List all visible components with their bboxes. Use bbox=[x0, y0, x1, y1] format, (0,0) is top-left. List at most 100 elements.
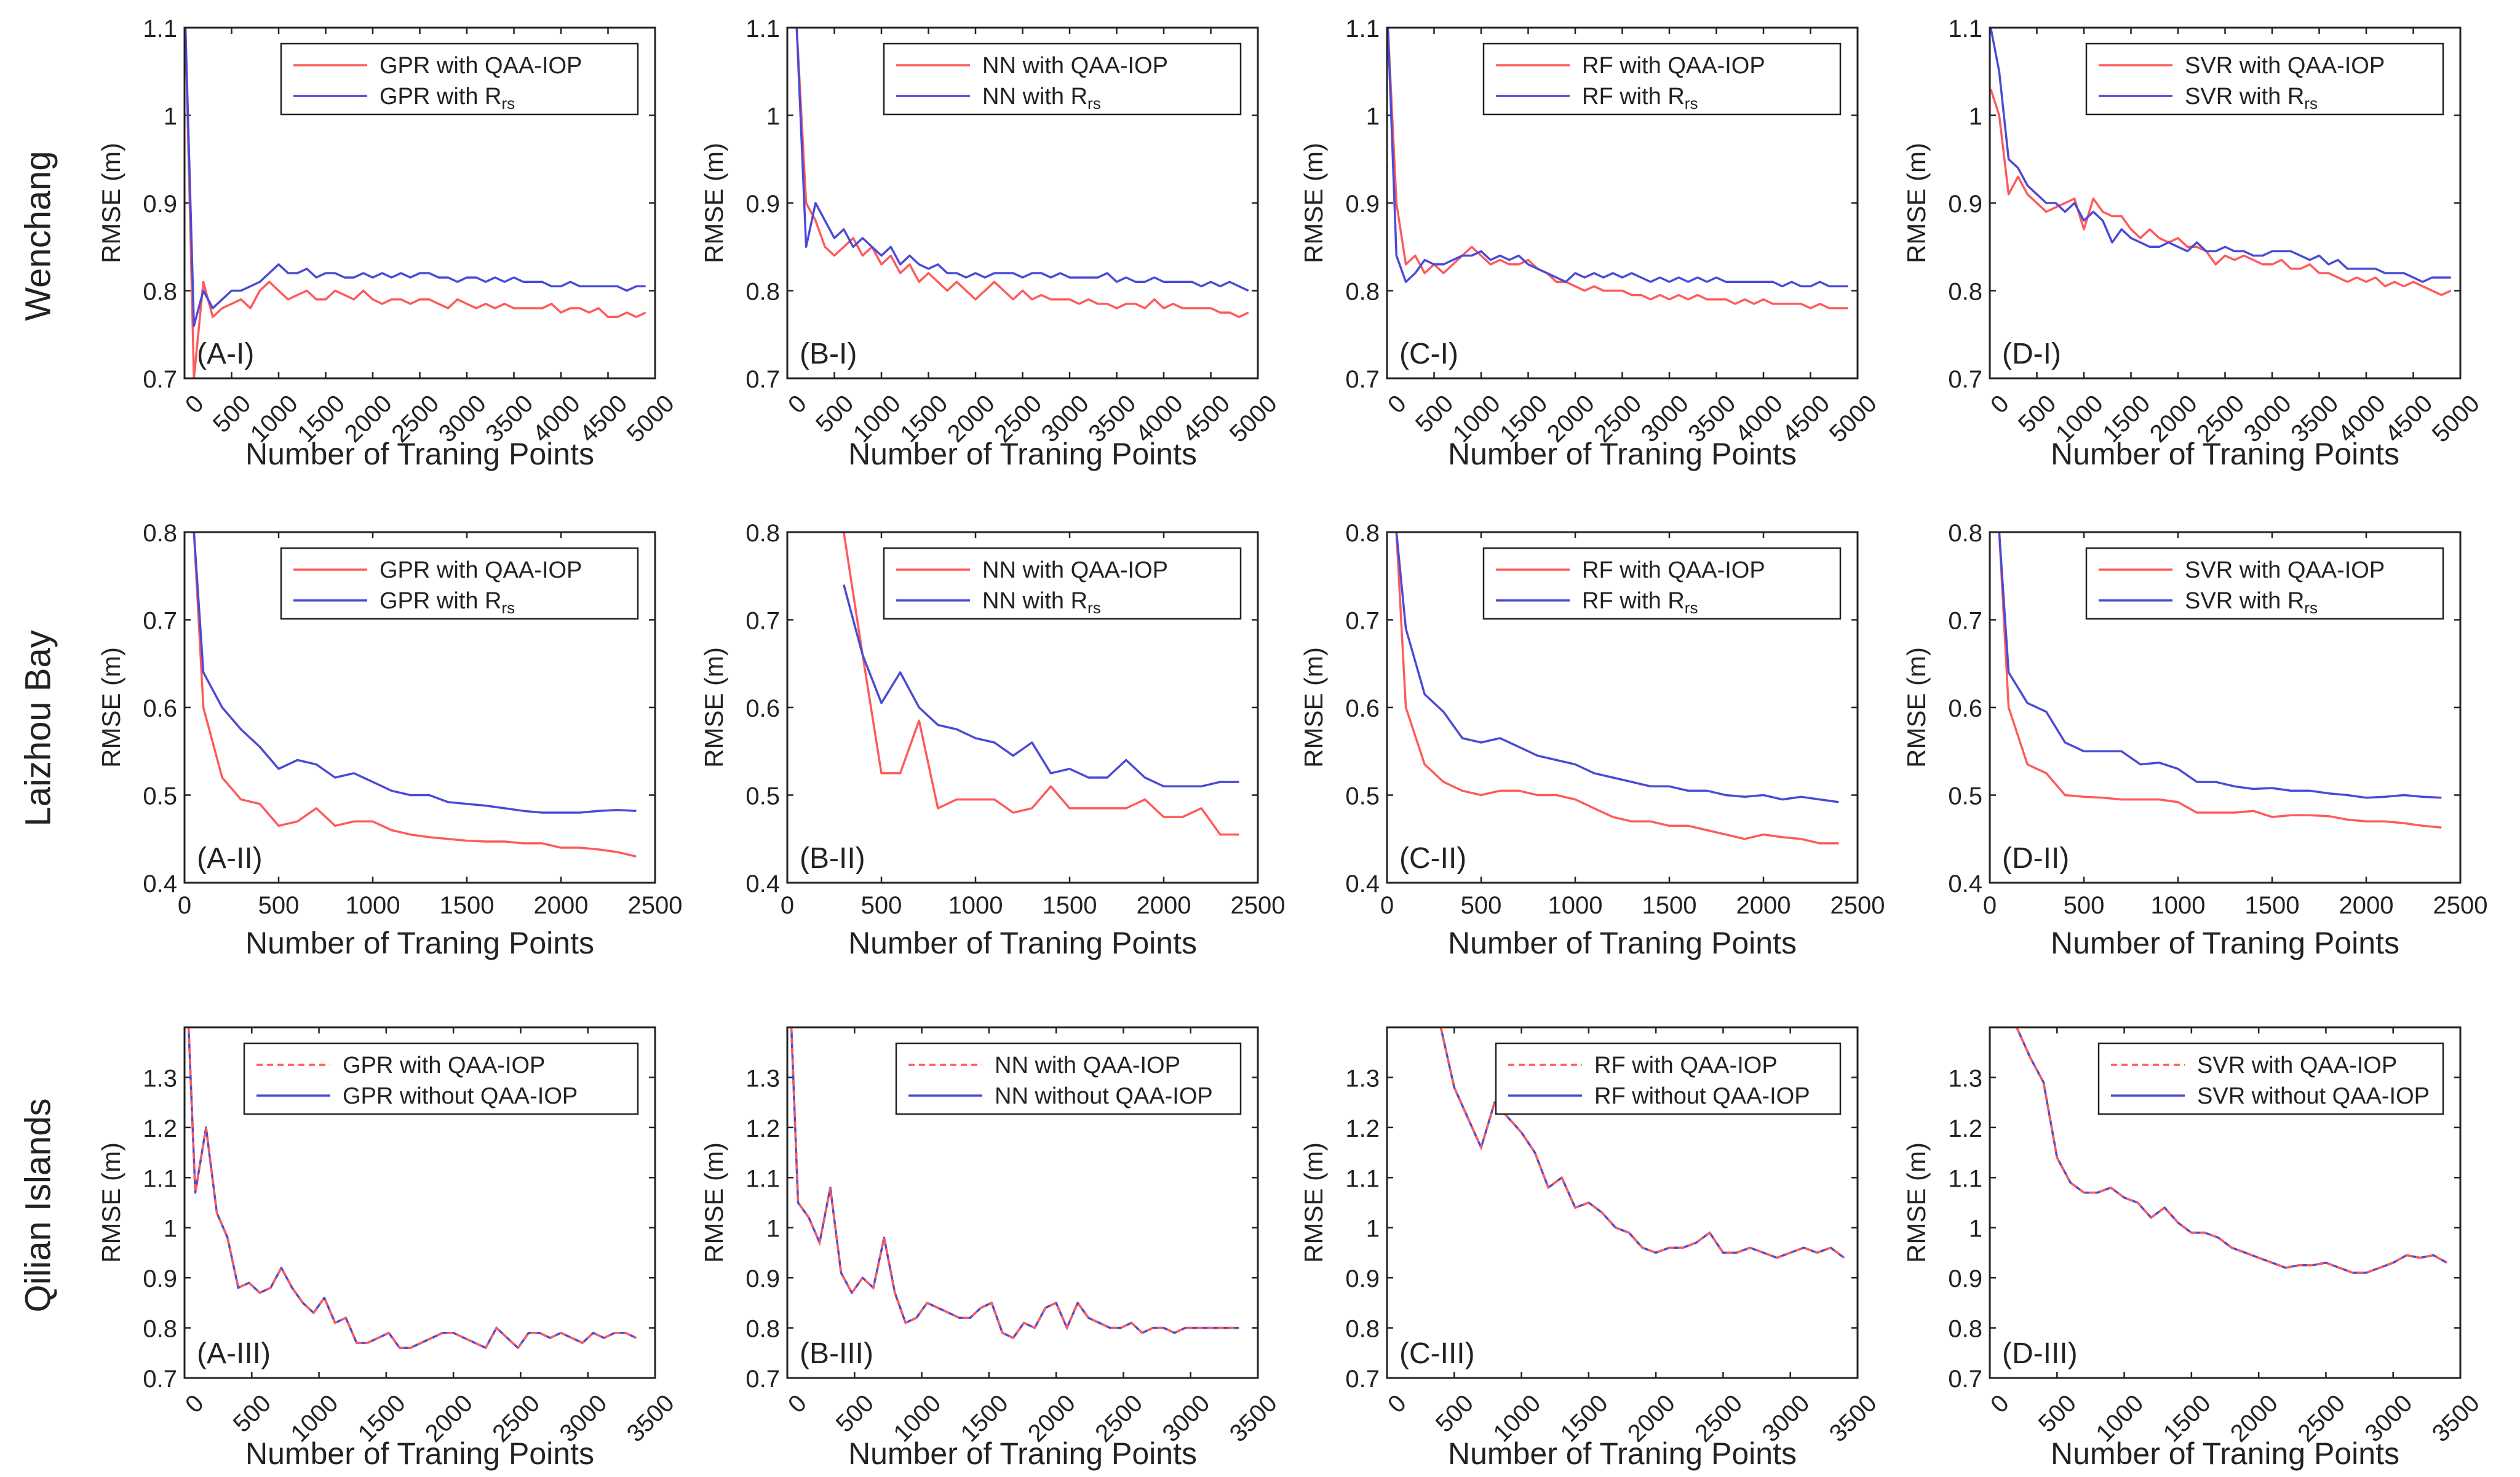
y-tick-label: 1.2 bbox=[1948, 1115, 1982, 1142]
x-tick-label: 2500 bbox=[1830, 892, 1885, 919]
legend-subscript: rs bbox=[1685, 599, 1698, 617]
legend-label-2: NN with Rrs bbox=[982, 84, 1101, 113]
y-tick-label: 0.5 bbox=[1948, 783, 1982, 810]
x-axis-label: Number of Traning Points bbox=[2051, 926, 2399, 960]
y-axis-label: RMSE (m) bbox=[97, 1142, 125, 1263]
y-tick-label: 0.8 bbox=[143, 520, 177, 547]
y-tick-label: 0.7 bbox=[1345, 608, 1380, 635]
series-group bbox=[795, 28, 1249, 319]
y-tick-label: 0.7 bbox=[1948, 608, 1982, 635]
x-tick-label: 500 bbox=[228, 1390, 276, 1438]
legend-label-2: SVR with Rrs bbox=[2185, 588, 2318, 617]
series-line-qaa-iop bbox=[843, 532, 1239, 836]
y-tick-label: 1.1 bbox=[143, 15, 177, 42]
y-tick-label: 1.1 bbox=[1948, 15, 1982, 42]
series-group bbox=[1387, 28, 1848, 309]
y-tick-label: 1 bbox=[1969, 103, 1982, 130]
y-tick-label: 0.9 bbox=[1948, 191, 1982, 218]
x-tick-label: 2500 bbox=[628, 892, 683, 919]
y-tick-label: 0.9 bbox=[143, 1265, 177, 1292]
y-tick-label: 0.8 bbox=[745, 279, 780, 306]
legend-label-2: GPR with Rrs bbox=[380, 84, 515, 113]
x-axis-label: Number of Traning Points bbox=[245, 1436, 594, 1471]
y-tick-label: 1.1 bbox=[1345, 15, 1380, 42]
chart-b-iii: 0.70.80.911.11.21.30 500 1000 1500 2000 2500 3… bbox=[699, 1026, 1282, 1471]
y-tick-label: 1.1 bbox=[745, 1165, 780, 1192]
legend-label-1: GPR with QAA-IOP bbox=[343, 1053, 545, 1078]
series-group bbox=[843, 532, 1239, 836]
panel-label: (C-II) bbox=[1399, 842, 1466, 875]
y-tick-label: 0.8 bbox=[1948, 279, 1982, 306]
legend-label-2: RF with Rrs bbox=[1582, 588, 1698, 617]
y-tick-label: 0.7 bbox=[1345, 1366, 1380, 1393]
x-tick-label: 1000 bbox=[1548, 892, 1603, 919]
legend-label-1: RF with QAA-IOP bbox=[1594, 1053, 1778, 1078]
y-tick-label: 0.7 bbox=[143, 1366, 177, 1393]
series-line-qaa-iop bbox=[1990, 89, 2452, 297]
series-line-other bbox=[795, 28, 1249, 292]
axes-box bbox=[786, 26, 1259, 380]
legend-box bbox=[1482, 547, 1842, 620]
axes-box bbox=[786, 1026, 1259, 1379]
chart-a-iii: 0.70.80.911.11.21.30 500 1000 1500 2000 2500 3… bbox=[97, 1026, 680, 1471]
series-line-qaa-iop-overlay bbox=[2016, 1027, 2447, 1274]
y-tick-label: 0.6 bbox=[1948, 695, 1982, 722]
x-tick-label: 1000 bbox=[2151, 892, 2206, 919]
legend-box bbox=[1495, 1042, 1842, 1115]
y-tick-label: 0.9 bbox=[745, 1265, 780, 1292]
legend-label-1: RF with QAA-IOP bbox=[1582, 557, 1765, 583]
axes-box bbox=[1386, 531, 1859, 884]
legend-subscript: rs bbox=[2304, 599, 2318, 617]
legend-subscript: rs bbox=[1685, 94, 1698, 113]
y-tick-label: 1.3 bbox=[745, 1065, 780, 1092]
y-tick-label: 0.4 bbox=[143, 870, 177, 898]
y-tick-label: 1.1 bbox=[1948, 1165, 1982, 1192]
y-tick-label: 1.2 bbox=[1345, 1115, 1380, 1142]
x-tick-label: 5000 bbox=[622, 390, 680, 448]
y-tick-label: 0.9 bbox=[143, 191, 177, 218]
series-line-qaa-iop-overlay bbox=[790, 1027, 1239, 1340]
x-tick-label: 3500 bbox=[2427, 1390, 2485, 1447]
x-axis-label: Number of Traning Points bbox=[2051, 1436, 2399, 1471]
axes-box bbox=[786, 531, 1259, 884]
series-line-other bbox=[185, 28, 646, 327]
x-tick-label: 500 bbox=[258, 892, 300, 919]
x-axis-label: Number of Traning Points bbox=[1448, 1436, 1797, 1471]
y-tick-label: 0.8 bbox=[1948, 520, 1982, 547]
legend-label-1: GPR with QAA-IOP bbox=[380, 53, 582, 79]
legend-label-2: SVR with Rrs bbox=[2185, 84, 2318, 113]
y-axis-label: RMSE (m) bbox=[1299, 143, 1328, 263]
series-group bbox=[1990, 28, 2452, 297]
y-tick-label: 1.3 bbox=[1948, 1065, 1982, 1092]
y-tick-label: 1.3 bbox=[143, 1065, 177, 1092]
legend-label-2: GPR with Rrs bbox=[380, 588, 515, 617]
x-tick-label: 0 bbox=[180, 1390, 209, 1419]
series-line-qaa-iop bbox=[193, 532, 637, 858]
x-tick-label: 0 bbox=[1380, 892, 1394, 919]
series-line-qaa-iop-overlay bbox=[1439, 1027, 1845, 1259]
x-tick-label: 2000 bbox=[2339, 892, 2394, 919]
x-tick-label: 2000 bbox=[1736, 892, 1791, 919]
legend-subscript: rs bbox=[1087, 599, 1101, 617]
x-axis-label: Number of Traning Points bbox=[1448, 437, 1797, 471]
y-axis-label: RMSE (m) bbox=[97, 647, 125, 768]
y-tick-label: 0.9 bbox=[1345, 1265, 1380, 1292]
series-line-other bbox=[193, 532, 637, 814]
y-tick-label: 1 bbox=[766, 1216, 780, 1243]
y-tick-label: 0.8 bbox=[745, 520, 780, 547]
y-axis-label: RMSE (m) bbox=[97, 143, 125, 263]
series-group bbox=[187, 1027, 637, 1350]
x-axis-label: Number of Traning Points bbox=[848, 1436, 1197, 1471]
x-tick-label: 5000 bbox=[2427, 390, 2485, 448]
chart-c-ii: 0.4 0.5 0.6 0.7 0.8 0 500 1000 1500 2000 2500 Numbe… bbox=[1299, 520, 1885, 960]
legend-box bbox=[2085, 42, 2444, 116]
y-tick-label: 0.8 bbox=[143, 279, 177, 306]
y-tick-label: 0.7 bbox=[745, 1366, 780, 1393]
x-tick-label: 500 bbox=[1431, 1390, 1479, 1438]
x-tick-label: 1000 bbox=[346, 892, 400, 919]
x-tick-label: 2000 bbox=[1137, 892, 1191, 919]
y-tick-label: 0.7 bbox=[1345, 366, 1380, 393]
series-group bbox=[1395, 532, 1839, 845]
x-tick-label: 3500 bbox=[1225, 1390, 1282, 1447]
panel-label: (A-III) bbox=[197, 1337, 271, 1370]
